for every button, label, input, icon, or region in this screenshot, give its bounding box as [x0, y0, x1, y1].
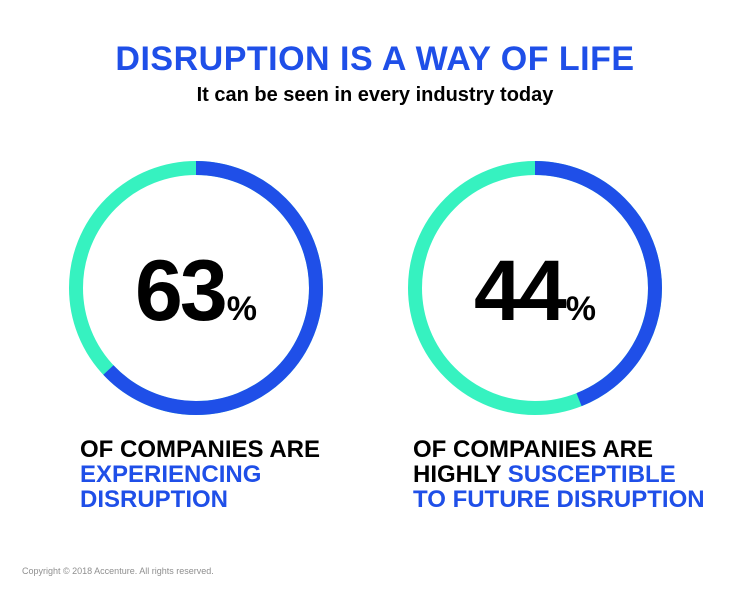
page-subtitle: It can be seen in every industry today	[196, 84, 554, 106]
ring-fill	[69, 161, 323, 415]
ring-chart-susceptible	[408, 161, 662, 415]
ring-chart-experiencing	[69, 161, 323, 415]
stat-susceptible: 44%	[405, 248, 665, 334]
copyright-notice: Copyright © 2018 Accenture. All rights r…	[22, 566, 214, 576]
caption-experiencing: OF COMPANIES ARE EXPERIENCING DISRUPTION	[80, 437, 320, 512]
caption-highlight: TO FUTURE DISRUPTION	[413, 486, 705, 513]
caption-text: HIGHLY	[413, 461, 508, 488]
caption-highlight: DISRUPTION	[80, 486, 229, 513]
stat-value: 63	[135, 243, 228, 339]
caption-line: OF COMPANIES ARE	[413, 436, 654, 463]
caption-highlight: SUSCEPTIBLE	[507, 461, 676, 488]
stat-unit: %	[565, 290, 596, 328]
stat-value: 44	[474, 243, 567, 339]
ring-fill	[408, 161, 662, 415]
caption-highlight: EXPERIENCING	[80, 461, 262, 488]
caption-line: HIGHLY SUSCEPTIBLE	[413, 462, 705, 487]
caption-line: OF COMPANIES ARE	[80, 436, 321, 463]
stat-experiencing: 63%	[66, 248, 326, 334]
page-title: DISRUPTION IS A WAY OF LIFE	[115, 40, 635, 78]
caption-susceptible: OF COMPANIES ARE HIGHLY SUSCEPTIBLE TO F…	[413, 437, 705, 512]
stat-unit: %	[226, 290, 257, 328]
